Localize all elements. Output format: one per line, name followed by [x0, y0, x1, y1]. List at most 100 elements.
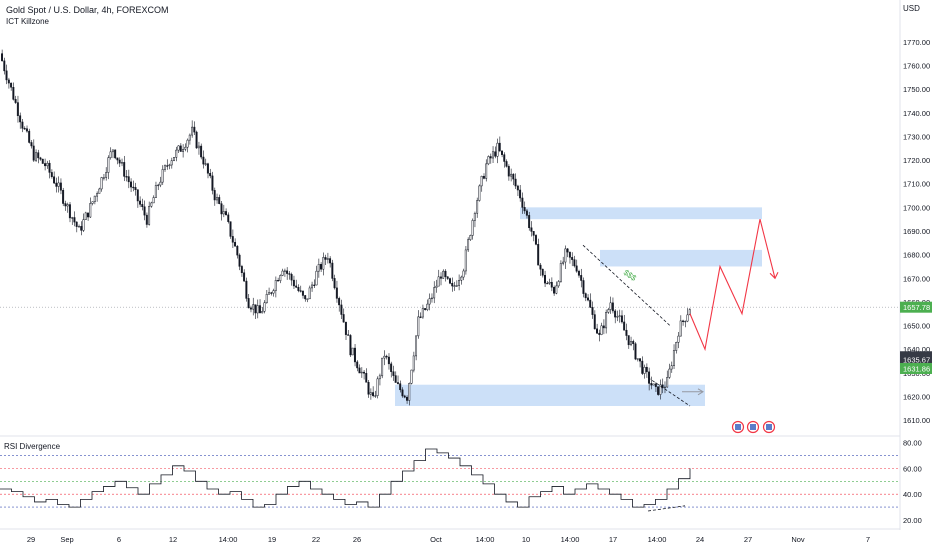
- candle-down: [394, 375, 397, 383]
- time-tick-label: 14:00: [648, 535, 667, 544]
- candle-down: [580, 275, 583, 281]
- price-axis-badge: [900, 301, 932, 313]
- candle-up: [150, 202, 153, 207]
- candle-up: [433, 287, 436, 299]
- candle-down: [568, 251, 571, 258]
- price-axis-badge-label: 1657.78: [903, 303, 930, 312]
- price-tick-label: 1650.00: [903, 322, 930, 331]
- time-tick-label: 19: [268, 535, 276, 544]
- candle-down: [234, 242, 237, 247]
- candle-down: [654, 383, 657, 387]
- candle-down: [295, 285, 298, 288]
- candle-up: [274, 280, 277, 291]
- candle-down: [482, 175, 485, 179]
- candle-down: [521, 197, 524, 208]
- candle-up: [170, 160, 173, 166]
- time-tick-label: 10: [522, 535, 530, 544]
- candle-down: [641, 360, 644, 374]
- candle-up: [548, 281, 551, 284]
- candle-up: [458, 280, 460, 286]
- candle-up: [453, 285, 456, 287]
- economic-event-flag-inner: [766, 424, 772, 430]
- candle-up: [485, 163, 488, 179]
- candle-up: [607, 309, 610, 313]
- candle-down: [136, 189, 139, 202]
- candle-up: [102, 177, 105, 179]
- candle-up: [487, 156, 490, 165]
- candle-down: [277, 280, 280, 282]
- candle-down: [333, 278, 336, 289]
- candle-down: [145, 214, 148, 225]
- candle-up: [261, 311, 264, 314]
- candle-up: [154, 185, 157, 198]
- candle-up: [281, 270, 284, 276]
- candle-down: [396, 382, 399, 384]
- time-tick-label: 14:00: [219, 535, 238, 544]
- candle-down: [16, 102, 19, 116]
- candle-up: [462, 270, 465, 278]
- projection-arrowhead: [769, 272, 779, 280]
- candle-down: [632, 341, 635, 345]
- candle-up: [84, 212, 87, 220]
- candle-up: [148, 206, 151, 225]
- candle-down: [363, 371, 365, 374]
- candle-up: [152, 197, 155, 204]
- indicator-label: ICT Killzone: [6, 17, 49, 26]
- candle-up: [609, 302, 612, 310]
- candle-up: [279, 275, 282, 282]
- candle-up: [460, 276, 463, 281]
- candle-up: [428, 298, 431, 305]
- candle-up: [381, 357, 384, 377]
- candle-down: [44, 163, 46, 167]
- time-tick-label: 24: [696, 535, 704, 544]
- candle-up: [100, 177, 103, 190]
- candle-down: [23, 128, 26, 130]
- candle-down: [528, 215, 531, 229]
- economic-event-flag-inner: [735, 424, 741, 430]
- candle-up: [410, 369, 413, 384]
- candle-up: [467, 239, 470, 251]
- candle-up: [204, 163, 207, 165]
- candle-down: [139, 200, 142, 205]
- candle-down: [12, 87, 15, 100]
- candle-up: [437, 276, 440, 287]
- rsi-tick-label: 40.00: [903, 490, 922, 499]
- candle-up: [408, 383, 411, 401]
- candle-down: [238, 254, 241, 267]
- candle-down: [243, 272, 246, 282]
- candle-down: [59, 182, 62, 191]
- price-tick-label: 1770.00: [903, 38, 930, 47]
- candle-down: [39, 157, 42, 160]
- candle-down: [372, 392, 375, 396]
- candle-up: [159, 181, 162, 186]
- candle-down: [514, 178, 517, 187]
- candle-down: [258, 305, 261, 314]
- candle-down: [14, 99, 17, 103]
- time-tick-label: 12: [169, 535, 177, 544]
- candle-down: [32, 145, 35, 161]
- candle-down: [519, 189, 522, 199]
- candle-down: [48, 162, 51, 173]
- candle-up: [93, 195, 96, 202]
- candle-up: [360, 371, 363, 374]
- candle-down: [439, 276, 442, 279]
- candle-down: [247, 298, 250, 309]
- candle-down: [539, 264, 542, 270]
- candle-up: [412, 355, 415, 371]
- candle-down: [682, 320, 684, 322]
- candle-down: [143, 206, 146, 216]
- candle-down: [645, 366, 648, 373]
- time-tick-label: 22: [312, 535, 320, 544]
- candle-down: [87, 212, 89, 218]
- candle-up: [184, 146, 187, 150]
- candle-up: [417, 316, 420, 337]
- candle-down: [340, 304, 343, 315]
- candle-down: [25, 128, 28, 132]
- candle-up: [308, 287, 311, 300]
- candle-up: [559, 263, 562, 282]
- candle-down: [299, 290, 302, 292]
- price-axis-badge-label: 1631.86: [903, 364, 930, 373]
- candle-down: [537, 244, 540, 266]
- time-tick-label: 6: [117, 535, 121, 544]
